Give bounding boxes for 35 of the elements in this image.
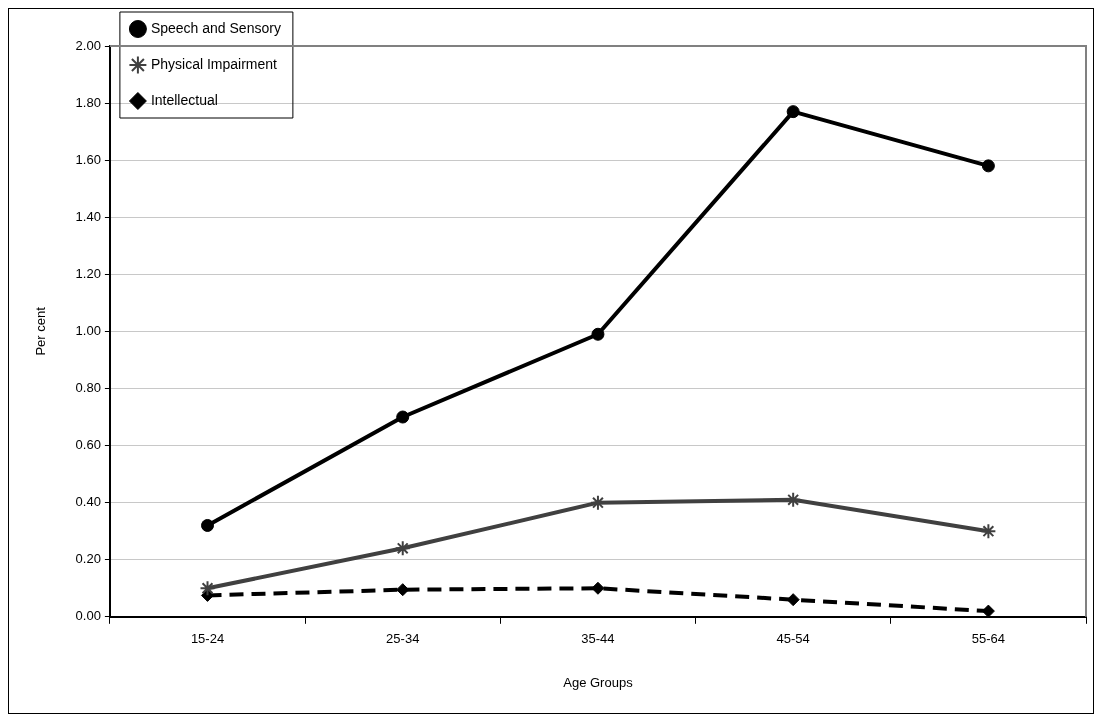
y-tick-label: 0.20 [75, 551, 101, 567]
x-tick-label: 25-34 [386, 631, 420, 647]
y-tick-label: 1.20 [75, 265, 101, 281]
x-tick-label: 15-24 [190, 631, 225, 647]
x-tick-label: 45-54 [776, 631, 810, 647]
legend-label: Speech and Sensory [150, 19, 281, 36]
y-tick-label: 1.80 [75, 94, 101, 110]
point [589, 494, 606, 511]
legend-label: Intellectual [150, 91, 218, 108]
y-tick-label: 0.40 [75, 494, 101, 510]
point [199, 580, 216, 597]
point [201, 518, 215, 532]
x-tick-label: 55-64 [971, 631, 1006, 647]
point [785, 491, 802, 508]
point [591, 327, 605, 341]
point [786, 105, 800, 119]
y-tick-label: 1.60 [75, 151, 101, 167]
point [396, 583, 410, 597]
y-axis-title: Per cent [33, 306, 49, 356]
y-tick-label: 1.40 [75, 208, 101, 224]
y-tick-label: 1.00 [75, 322, 101, 338]
x-axis-title: Age Groups [563, 674, 634, 690]
x-tick-label: 35-44 [581, 631, 615, 647]
y-tick-label: 0.00 [75, 608, 101, 624]
point [980, 523, 997, 540]
y-tick-label: 2.00 [75, 37, 101, 53]
point [591, 581, 605, 595]
y-tick-label: 0.80 [75, 380, 101, 396]
point [786, 593, 800, 607]
point [981, 604, 995, 617]
y-tick-label: 0.60 [75, 437, 101, 453]
point [396, 410, 410, 424]
point [394, 540, 411, 557]
point [981, 159, 995, 173]
legend-label: Physical Impairment [150, 55, 278, 72]
